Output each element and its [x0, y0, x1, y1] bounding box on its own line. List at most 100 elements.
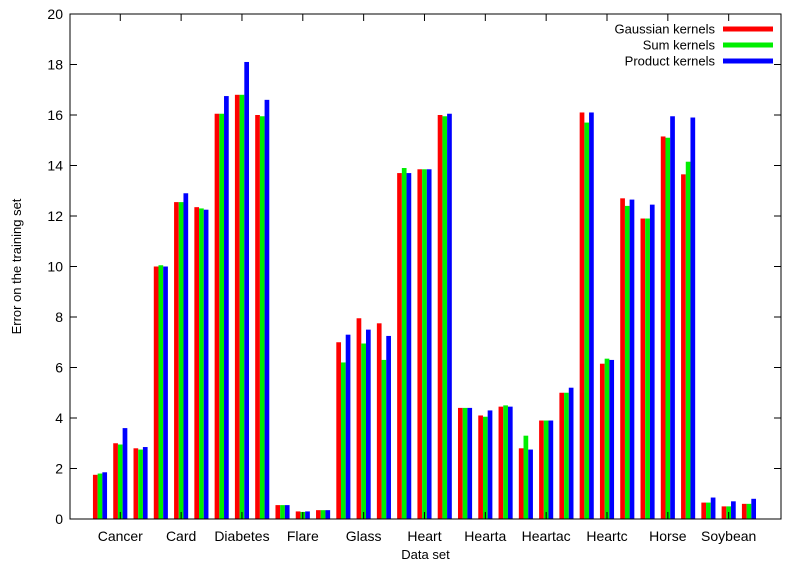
bar [397, 173, 402, 519]
bar [138, 449, 143, 519]
legend-swatch [723, 26, 773, 32]
bar [153, 266, 159, 519]
bar [447, 113, 452, 520]
y-tick-label: 14 [47, 158, 63, 174]
x-tick-label: Card [166, 528, 196, 544]
bar [629, 199, 635, 519]
axes: 0 2 4 6 8 10 12 14 16 18 20 Cancer Card Diabetes Flare… [47, 6, 781, 544]
legend-label: Sum kernels [643, 38, 716, 53]
bar [122, 428, 128, 519]
y-tick-label: 8 [55, 309, 63, 325]
x-tick-label: Heart [407, 528, 441, 544]
x-tick-label: Hearta [464, 528, 506, 544]
bar [224, 96, 229, 519]
y-tick-label: 0 [55, 511, 63, 527]
bar [365, 329, 371, 520]
bar [97, 473, 103, 519]
bar [255, 115, 260, 519]
bar [518, 448, 524, 519]
bar [341, 362, 346, 519]
bar [214, 113, 220, 520]
bar [609, 359, 615, 519]
y-tick-label: 12 [47, 208, 63, 224]
bar [731, 501, 736, 519]
bar [117, 444, 123, 519]
bar [640, 218, 646, 519]
bar [345, 334, 351, 519]
x-tick-label: Diabetes [214, 528, 269, 544]
bar [163, 266, 168, 519]
bar [244, 61, 250, 519]
bar [589, 112, 594, 519]
bar [158, 265, 164, 519]
bar [543, 420, 549, 519]
bar [361, 343, 366, 519]
bar [548, 420, 554, 519]
bar [523, 435, 529, 519]
bar [584, 122, 590, 519]
bar [203, 209, 209, 519]
bar [579, 112, 585, 519]
bar [234, 94, 240, 520]
bar [386, 335, 391, 519]
bar [746, 503, 752, 519]
bar [406, 173, 412, 519]
legend-swatch [723, 58, 773, 64]
bar [316, 510, 321, 519]
bar [620, 198, 625, 519]
bar [568, 387, 574, 519]
bar [482, 416, 488, 519]
bar [710, 497, 716, 519]
bar [102, 472, 108, 519]
bar [604, 358, 610, 519]
bar [284, 505, 290, 519]
x-tick-label: Heartc [586, 528, 627, 544]
x-tick-label: Horse [649, 528, 687, 544]
bar [194, 207, 200, 519]
bar [356, 318, 362, 519]
bar [295, 511, 301, 519]
bar [487, 410, 493, 519]
bar [741, 503, 747, 519]
y-tick-label: 10 [47, 259, 63, 275]
x-tick-label: Soybean [701, 528, 756, 544]
x-tick-label: Heartac [522, 528, 571, 544]
bar [751, 498, 757, 519]
bar [645, 218, 650, 519]
bar [599, 363, 605, 519]
bar [670, 116, 675, 519]
bar [681, 174, 686, 519]
bar [219, 113, 225, 520]
bar [624, 205, 630, 519]
bar [665, 137, 671, 520]
chart-bars [92, 61, 757, 520]
legend-label: Gaussian kernels [615, 22, 716, 37]
bar [305, 511, 310, 519]
bar [199, 208, 204, 519]
bar [336, 342, 342, 519]
bar [539, 420, 544, 519]
bar [275, 505, 281, 519]
bar [467, 407, 473, 519]
bar [376, 323, 382, 519]
bar [92, 474, 98, 519]
legend-swatch [723, 42, 773, 48]
bar [422, 169, 427, 520]
bar [426, 169, 432, 520]
bar [437, 115, 443, 519]
bar [478, 415, 483, 519]
x-tick-label: Cancer [98, 528, 143, 544]
bar [528, 449, 533, 519]
bar [457, 407, 463, 519]
bar [559, 392, 565, 519]
bar [507, 406, 513, 519]
bar [174, 202, 179, 520]
y-tick-label: 18 [47, 57, 63, 73]
y-tick-label: 20 [47, 6, 63, 22]
bar [133, 448, 139, 519]
bar [183, 193, 189, 519]
bar [706, 502, 711, 519]
bar [660, 136, 666, 519]
bar [142, 447, 148, 519]
